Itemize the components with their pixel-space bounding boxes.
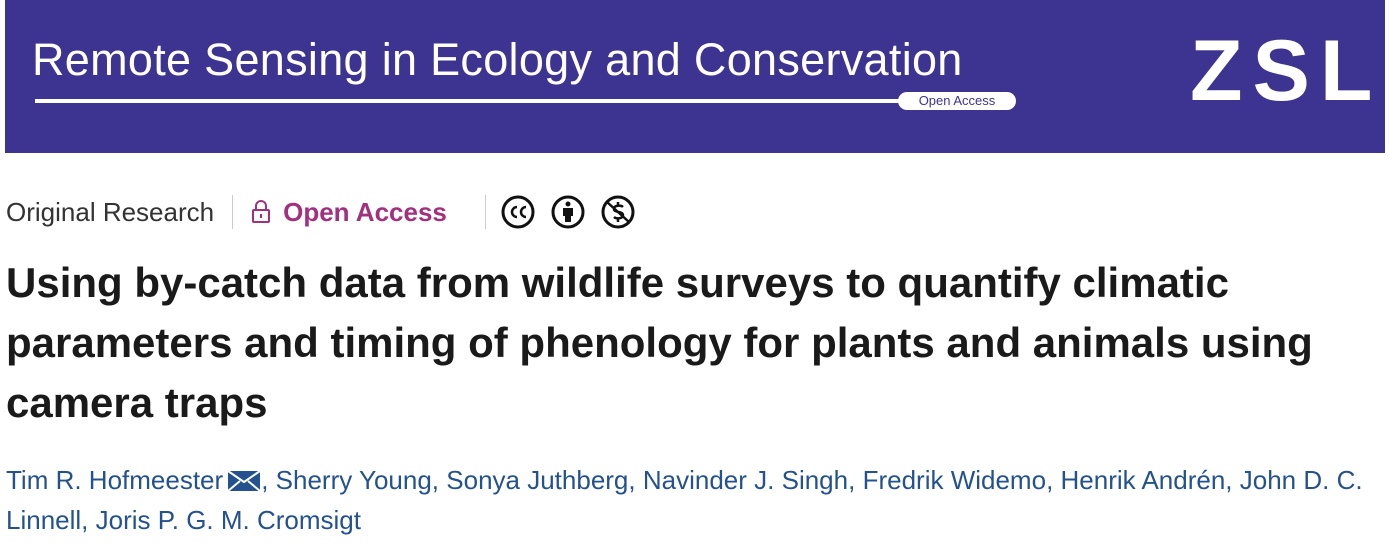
journal-title: Remote Sensing in Ecology and Conservati…: [32, 34, 963, 85]
author-link[interactable]: John D. C. Linnell: [6, 465, 1363, 535]
author-separator: ,: [81, 505, 89, 535]
author-link[interactable]: Sonya Juthberg: [446, 465, 629, 495]
divider: [484, 195, 486, 229]
author-list: Tim R. Hofmeester, Sherry Young, Sonya J…: [6, 460, 1381, 540]
author-link[interactable]: Fredrik Widemo: [862, 465, 1047, 495]
access-label: Open Access: [283, 196, 447, 227]
author-separator: ,: [261, 465, 269, 495]
author-link[interactable]: Tim R. Hofmeester: [6, 465, 224, 495]
author-separator: ,: [848, 465, 856, 495]
article-title: Using by-catch data from wildlife survey…: [6, 259, 1313, 426]
author-link[interactable]: Navinder J. Singh: [642, 465, 849, 495]
lock-icon: [252, 200, 271, 223]
article-meta: Original Research Open Access: [6, 192, 650, 232]
email-icon[interactable]: [227, 470, 261, 492]
author-separator: ,: [628, 465, 636, 495]
author-link[interactable]: Joris P. G. M. Cromsigt: [95, 505, 361, 535]
license-icons[interactable]: [500, 194, 650, 230]
author-separator: ,: [1225, 465, 1233, 495]
article-type: Original Research: [6, 196, 215, 227]
author-separator: ,: [431, 465, 440, 495]
open-access: Open Access: [251, 197, 447, 228]
banner-rule: [35, 99, 905, 103]
author-link[interactable]: Henrik Andrén: [1060, 465, 1226, 495]
author-link[interactable]: Sherry Young: [275, 465, 432, 495]
open-access-badge: Open Access: [898, 92, 1016, 110]
author-separator: ,: [1046, 465, 1054, 495]
zsl-logo[interactable]: ZSL: [1190, 23, 1383, 119]
journal-banner[interactable]: Remote Sensing in Ecology and Conservati…: [5, 0, 1385, 153]
divider: [232, 195, 234, 229]
